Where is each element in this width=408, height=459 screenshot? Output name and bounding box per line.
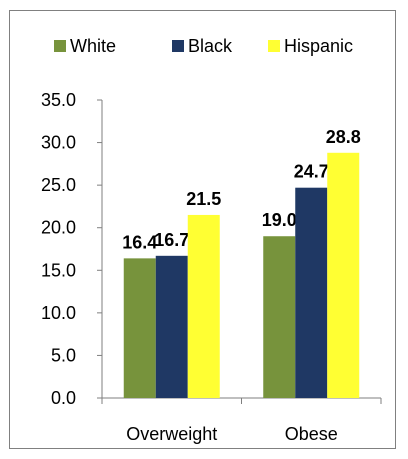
y-tick-label: 10.0 bbox=[41, 303, 76, 323]
legend-swatch-black bbox=[172, 40, 184, 52]
data-label: 16.7 bbox=[154, 230, 189, 250]
legend-label-black: Black bbox=[188, 36, 233, 56]
y-tick-label: 35.0 bbox=[41, 90, 76, 110]
bar-white bbox=[263, 236, 296, 398]
data-label: 28.8 bbox=[326, 127, 361, 147]
x-category-label: Obese bbox=[285, 424, 338, 444]
legend-swatch-hispanic bbox=[268, 40, 280, 52]
bar-hispanic bbox=[327, 152, 360, 398]
data-label: 16.4 bbox=[122, 232, 157, 252]
x-category-label: Overweight bbox=[126, 424, 217, 444]
bar-black bbox=[155, 255, 188, 398]
bar-white bbox=[123, 258, 156, 398]
y-tick-label: 25.0 bbox=[41, 175, 76, 195]
data-label: 21.5 bbox=[186, 189, 221, 209]
data-label: 19.0 bbox=[262, 210, 297, 230]
y-tick-label: 20.0 bbox=[41, 218, 76, 238]
legend-label-white: White bbox=[70, 36, 116, 56]
y-tick-label: 5.0 bbox=[51, 345, 76, 365]
legend-label-hispanic: Hispanic bbox=[284, 36, 353, 56]
bar-hispanic bbox=[187, 214, 220, 398]
bar-black bbox=[295, 187, 328, 398]
legend-swatch-white bbox=[54, 40, 66, 52]
y-tick-label: 15.0 bbox=[41, 260, 76, 280]
data-label: 24.7 bbox=[294, 162, 329, 182]
y-tick-label: 30.0 bbox=[41, 133, 76, 153]
y-tick-label: 0.0 bbox=[51, 388, 76, 408]
